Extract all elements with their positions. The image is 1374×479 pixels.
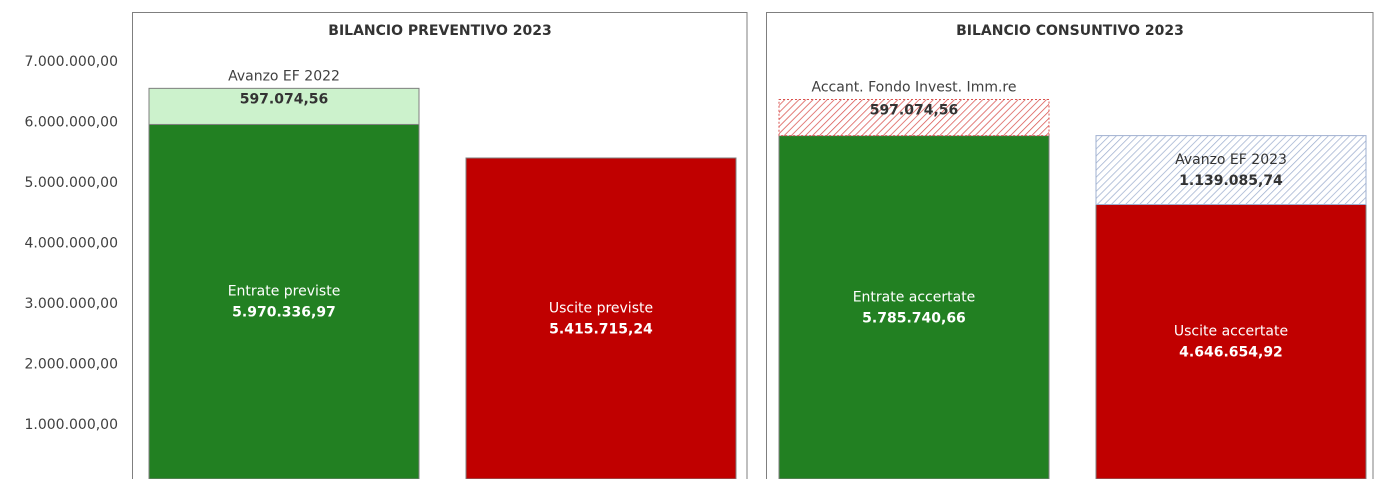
segment-name: Entrate previste xyxy=(228,284,341,300)
segment-value: 597.074,56 xyxy=(240,91,329,107)
y-tick-label: 2.000.000,00 xyxy=(24,357,118,373)
bar-segment xyxy=(778,99,1050,137)
segment-name: Avanzo EF 2023 xyxy=(1175,152,1287,168)
segment-name: Entrate accertate xyxy=(853,289,976,305)
panel-frame xyxy=(132,12,748,479)
panel-title: BILANCIO PREVENTIVO 2023 xyxy=(328,23,551,39)
y-tick-label: 4.000.000,00 xyxy=(24,236,118,252)
segment-value: 5.785.740,66 xyxy=(862,310,966,326)
segment-value: 4.646.654,92 xyxy=(1179,345,1283,361)
y-tick-label: 6.000.000,00 xyxy=(24,115,118,131)
segment-name: Avanzo EF 2022 xyxy=(228,68,340,84)
bar-segment xyxy=(1095,203,1367,479)
y-tick-label: 1.000.000,00 xyxy=(24,417,118,433)
bar-segment xyxy=(778,135,1050,479)
segment-value: 597.074,56 xyxy=(870,103,959,119)
segment-name: Accant. Fondo Invest. Imm.re xyxy=(812,80,1017,96)
panel-frame xyxy=(766,12,1374,479)
bar-segment xyxy=(465,157,737,479)
segment-value: 5.970.336,97 xyxy=(232,305,336,321)
panel-title: BILANCIO CONSUNTIVO 2023 xyxy=(956,23,1184,39)
segment-value: 5.415.715,24 xyxy=(549,321,653,337)
y-tick-label: 3.000.000,00 xyxy=(24,296,118,312)
bar-segment xyxy=(1095,135,1367,205)
y-tick-label: 5.000.000,00 xyxy=(24,175,118,191)
y-tick-label: 7.000.000,00 xyxy=(24,54,118,70)
bar-segment xyxy=(148,123,420,479)
segment-name: Uscite previste xyxy=(549,300,653,316)
bar-segment xyxy=(148,87,420,125)
segment-name: Uscite accertate xyxy=(1174,324,1288,340)
segment-value: 1.139.085,74 xyxy=(1179,173,1283,189)
